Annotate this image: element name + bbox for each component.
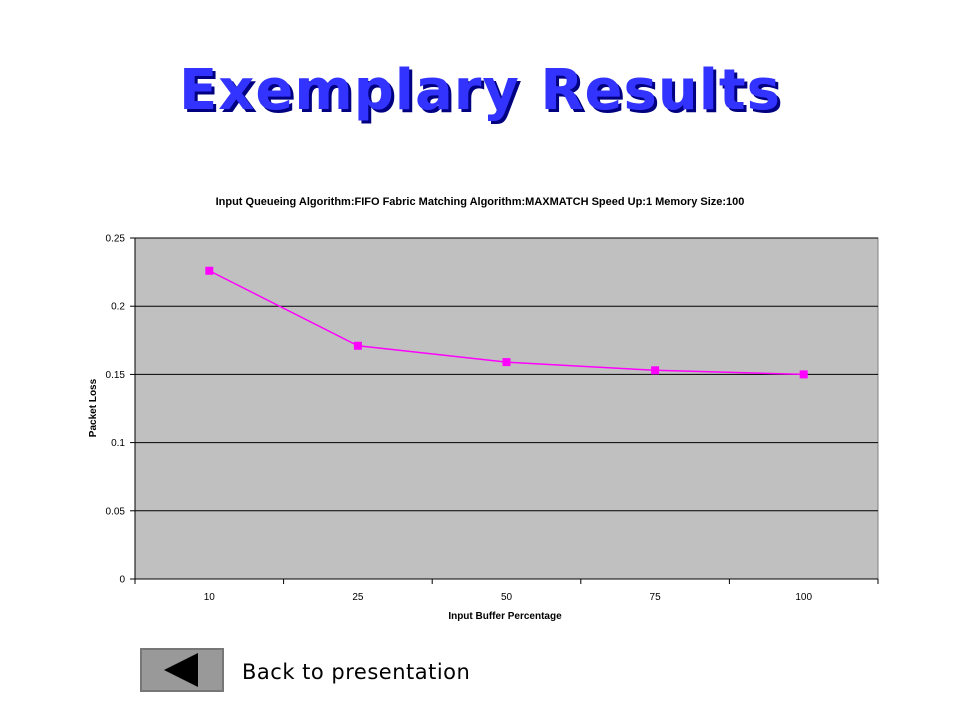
- slide-title: Exemplary Results: [179, 58, 781, 123]
- x-tick-label: 100: [795, 592, 812, 603]
- data-point: [205, 266, 214, 275]
- y-tick-label: 0.25: [106, 234, 126, 245]
- back-button[interactable]: [140, 648, 224, 692]
- series-layer: [205, 266, 808, 379]
- x-tick-label: 10: [204, 592, 216, 603]
- x-tick-label: 25: [352, 592, 364, 603]
- y-axis: 0 0.05 0.1 0.15 0.2 0.25: [106, 234, 136, 586]
- data-point: [799, 370, 808, 379]
- gridlines: [135, 237, 878, 580]
- data-point: [353, 341, 362, 350]
- x-axis: 10 25 50 75 100: [134, 578, 879, 603]
- back-to-presentation-link[interactable]: Back to presentation: [242, 660, 471, 684]
- data-point: [502, 358, 511, 367]
- x-tick-label: 50: [501, 592, 513, 603]
- y-tick-label: 0: [119, 575, 125, 586]
- back-arrow-icon: [164, 653, 198, 687]
- plot-area: [134, 237, 879, 580]
- chart-title: Input Queueing Algorithm:FIFO Fabric Mat…: [216, 196, 745, 208]
- y-tick-label: 0.05: [106, 506, 126, 517]
- y-axis-label: Packet Loss: [88, 378, 99, 437]
- x-tick-label: 75: [650, 592, 662, 603]
- x-axis-label: Input Buffer Percentage: [448, 611, 562, 622]
- y-tick-label: 0.1: [111, 438, 125, 449]
- y-tick-label: 0.15: [106, 370, 126, 381]
- y-tick-label: 0.2: [111, 302, 125, 313]
- data-point: [651, 366, 660, 375]
